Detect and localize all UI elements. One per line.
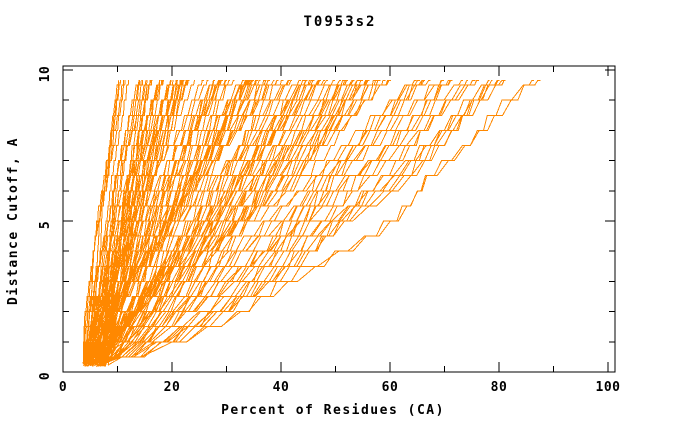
model-curve — [85, 80, 209, 365]
x-tick-label: 40 — [273, 380, 290, 395]
chart-title: T0953s2 — [303, 14, 376, 30]
y-axis-label: Distance Cutoff, A — [6, 137, 21, 305]
model-curve — [92, 80, 381, 367]
model-curve — [84, 80, 279, 364]
model-curve — [85, 80, 227, 365]
x-tick-label: 80 — [491, 380, 508, 395]
x-tick-label: 20 — [164, 380, 181, 395]
y-tick-label: 10 — [38, 66, 53, 83]
y-tick-label: 5 — [38, 221, 53, 229]
model-curve — [105, 80, 469, 363]
model-curve — [95, 80, 541, 367]
model-curve — [87, 80, 347, 365]
model-curve — [94, 80, 247, 364]
tick-labels: 0 20 40 60 80 100 0 5 10 — [38, 66, 620, 395]
model-curve — [102, 80, 506, 365]
plot-border — [62, 65, 616, 373]
model-curve — [96, 80, 493, 363]
axes-and-ticks — [62, 65, 616, 373]
model-curve — [89, 80, 147, 367]
model-curve — [90, 80, 227, 362]
model-curve — [84, 80, 187, 365]
model-curve — [92, 80, 426, 366]
x-tick-label: 100 — [596, 380, 621, 395]
model-curve — [85, 80, 535, 367]
model-curve — [96, 80, 444, 367]
x-axis-label: Percent of Residues (CA) — [221, 403, 445, 418]
model-curve — [93, 80, 450, 367]
y-tick-label: 0 — [38, 372, 53, 380]
x-tick-label: 0 — [59, 380, 67, 395]
model-curve — [85, 80, 126, 364]
model-curve — [106, 80, 431, 364]
x-tick-label: 60 — [382, 380, 399, 395]
model-curves — [82, 80, 541, 367]
